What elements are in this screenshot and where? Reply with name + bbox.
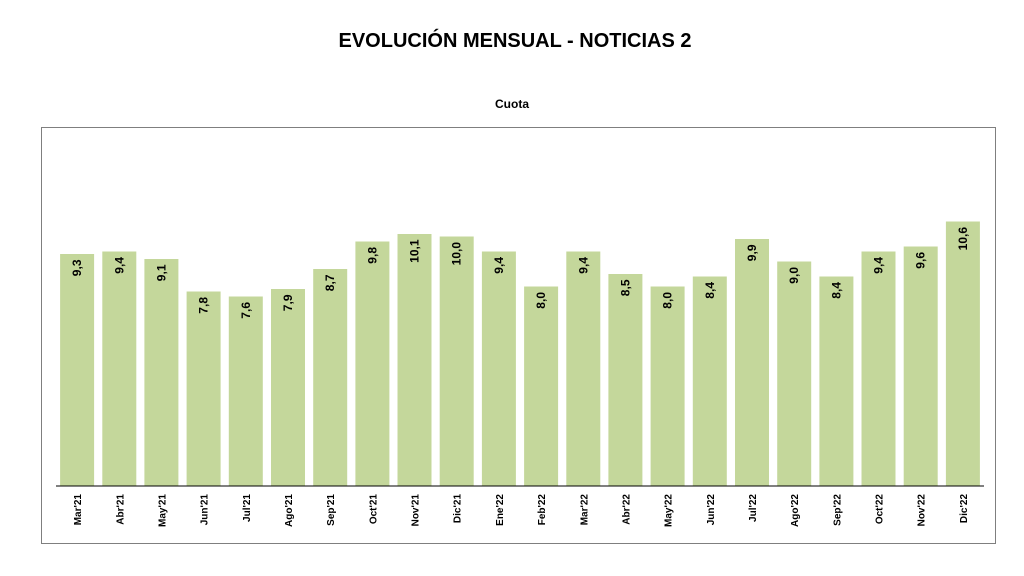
data-label-6: 8,7 <box>323 274 337 291</box>
data-label-8: 10,1 <box>408 239 422 263</box>
bar-14 <box>649 285 686 487</box>
bar-5 <box>270 288 306 487</box>
x-tick-label-16: Jul'22 <box>748 494 759 522</box>
data-label-4: 7,6 <box>239 302 253 319</box>
chart-subtitle: Cuota <box>495 97 529 111</box>
data-label-12: 9,4 <box>576 257 590 274</box>
x-tick-label-7: Oct'21 <box>368 494 379 525</box>
bar-10 <box>480 250 517 487</box>
x-tick-label-8: Nov'21 <box>411 494 422 527</box>
bar-11 <box>523 285 560 487</box>
data-label-0: 9,3 <box>70 259 84 276</box>
bar-1 <box>101 250 138 487</box>
bar-21 <box>944 220 981 487</box>
x-tick-label-12: Mar'22 <box>579 494 590 526</box>
data-label-7: 9,8 <box>365 247 379 264</box>
data-label-19: 9,4 <box>872 257 886 274</box>
x-tick-label-3: Jun'21 <box>200 494 211 526</box>
x-tick-label-5: Ago'21 <box>284 494 295 527</box>
x-tick-label-14: May'22 <box>664 494 675 527</box>
bar-0 <box>59 253 96 487</box>
x-tick-label-21: Dic'22 <box>959 494 970 524</box>
x-tick-label-1: Abr'21 <box>115 494 126 525</box>
data-label-17: 9,0 <box>787 267 801 284</box>
bar-9 <box>438 235 475 487</box>
x-tick-label-6: Sep'21 <box>326 494 337 526</box>
bar-18 <box>818 275 855 487</box>
x-tick-label-19: Oct'22 <box>875 494 886 525</box>
x-tick-label-20: Nov'22 <box>917 494 928 527</box>
data-label-3: 7,8 <box>197 297 211 314</box>
data-label-2: 9,1 <box>155 264 169 281</box>
x-tick-label-15: Jun'22 <box>706 494 717 526</box>
data-label-13: 8,5 <box>619 279 633 296</box>
bar-7 <box>354 240 391 487</box>
data-label-14: 8,0 <box>661 292 675 309</box>
data-label-15: 8,4 <box>703 282 717 299</box>
x-tick-label-13: Abr'22 <box>622 494 633 525</box>
bar-19 <box>860 250 897 487</box>
bar-8 <box>396 233 433 487</box>
x-tick-label-9: Dic'21 <box>453 494 464 524</box>
bar-15 <box>691 275 728 487</box>
data-label-21: 10,6 <box>956 227 970 251</box>
bar-13 <box>607 273 644 487</box>
x-tick-label-11: Feb'22 <box>537 494 548 526</box>
bar-12 <box>565 250 602 487</box>
data-label-9: 10,0 <box>450 242 464 266</box>
plot-frame <box>41 127 996 544</box>
x-tick-label-4: Jul'21 <box>242 494 253 522</box>
bar-4 <box>227 295 264 487</box>
bar-20 <box>902 245 939 487</box>
bar-17 <box>776 260 813 487</box>
data-label-11: 8,0 <box>534 292 548 309</box>
data-label-20: 9,6 <box>914 252 928 269</box>
x-tick-label-18: Sep'22 <box>832 494 843 526</box>
data-label-18: 8,4 <box>829 282 843 299</box>
bar-3 <box>185 290 222 487</box>
chart-title: EVOLUCIÓN MENSUAL - NOTICIAS 2 <box>338 30 692 52</box>
data-label-1: 9,4 <box>112 257 126 274</box>
bar-2 <box>143 258 180 487</box>
bar-6 <box>312 268 349 487</box>
data-label-16: 9,9 <box>745 244 759 261</box>
x-tick-label-10: Ene'22 <box>495 494 506 526</box>
x-tick-label-17: Ago'22 <box>790 494 801 527</box>
data-label-5: 7,9 <box>281 294 295 311</box>
x-tick-label-2: May'21 <box>158 494 169 527</box>
x-tick-label-0: Mar'21 <box>73 494 84 526</box>
bar-16 <box>734 238 770 487</box>
data-label-10: 9,4 <box>492 257 506 274</box>
